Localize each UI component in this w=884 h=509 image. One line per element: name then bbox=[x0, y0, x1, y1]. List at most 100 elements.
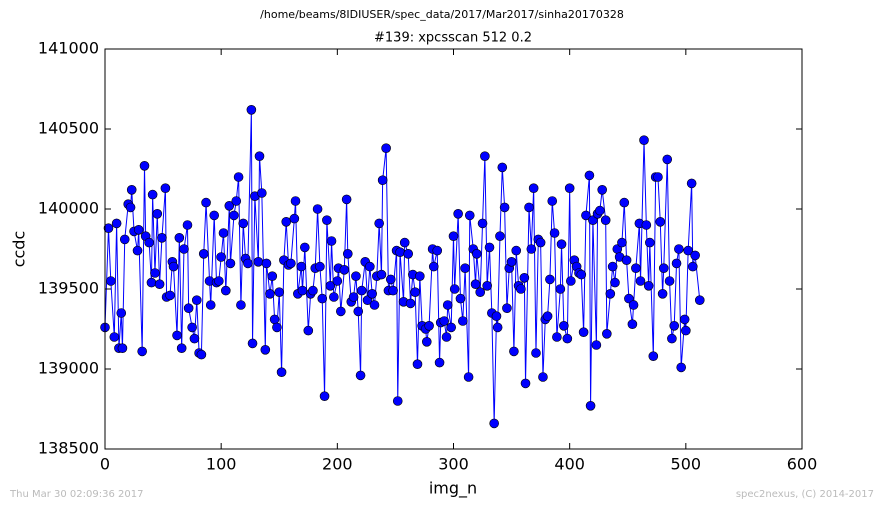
data-point bbox=[281, 217, 292, 227]
data-point bbox=[610, 277, 620, 288]
data-point bbox=[674, 244, 684, 254]
data-point bbox=[506, 256, 517, 267]
data-point bbox=[176, 343, 187, 354]
data-point bbox=[439, 316, 450, 326]
data-point bbox=[671, 258, 682, 269]
data-point bbox=[341, 194, 352, 205]
data-point bbox=[111, 218, 122, 229]
data-point bbox=[296, 261, 307, 272]
data-point bbox=[688, 261, 698, 272]
data-point bbox=[125, 202, 136, 213]
data-point bbox=[319, 391, 330, 402]
data-point bbox=[542, 311, 553, 322]
data-point bbox=[669, 320, 680, 331]
data-point bbox=[183, 303, 194, 314]
data-point bbox=[471, 249, 482, 259]
data-point bbox=[619, 197, 630, 208]
data-point bbox=[545, 274, 555, 285]
data-point bbox=[595, 205, 605, 216]
data-point bbox=[694, 295, 705, 306]
data-point bbox=[432, 245, 443, 256]
data-point bbox=[681, 325, 691, 336]
data-point bbox=[658, 263, 669, 274]
data-point bbox=[643, 280, 654, 291]
data-point bbox=[463, 372, 474, 382]
x-tick-label: 300 bbox=[438, 455, 469, 474]
data-point bbox=[332, 276, 343, 286]
data-point bbox=[511, 245, 522, 256]
data-point bbox=[236, 300, 246, 310]
x-tick-label: 200 bbox=[322, 455, 353, 474]
data-point bbox=[686, 178, 697, 189]
data-point bbox=[482, 280, 492, 291]
data-point bbox=[119, 234, 130, 245]
y-axis-label: ccdc bbox=[10, 231, 29, 268]
data-point bbox=[683, 245, 693, 256]
data-point bbox=[315, 261, 325, 272]
data-point bbox=[475, 287, 486, 298]
data-point bbox=[434, 357, 445, 368]
data-point bbox=[290, 196, 301, 206]
data-point bbox=[374, 218, 384, 229]
data-point bbox=[519, 272, 530, 283]
data-point bbox=[655, 217, 666, 227]
data-point bbox=[645, 237, 655, 248]
data-point bbox=[662, 154, 673, 165]
data-point bbox=[627, 319, 638, 330]
data-point bbox=[495, 231, 505, 241]
data-point bbox=[412, 359, 423, 370]
data-point bbox=[342, 249, 353, 259]
data-point bbox=[520, 378, 531, 389]
data-point bbox=[106, 276, 116, 286]
data-point bbox=[628, 300, 639, 310]
data-point bbox=[260, 344, 271, 355]
data-point bbox=[317, 293, 328, 304]
data-point bbox=[179, 244, 189, 254]
data-point bbox=[353, 306, 364, 317]
data-point bbox=[254, 151, 265, 161]
data-point bbox=[581, 210, 591, 221]
data-point bbox=[653, 172, 663, 182]
y-tick-label: 139500 bbox=[38, 279, 99, 298]
data-point bbox=[690, 250, 700, 261]
data-point bbox=[189, 333, 200, 344]
x-tick-label: 600 bbox=[787, 455, 818, 474]
data-point bbox=[221, 285, 231, 296]
data-point bbox=[187, 322, 197, 333]
data-point bbox=[392, 396, 403, 406]
y-tick-label: 141000 bbox=[38, 39, 99, 58]
data-point bbox=[214, 276, 224, 286]
footer-left: Thu Mar 30 02:09:36 2017 bbox=[9, 489, 143, 500]
data-point bbox=[238, 218, 249, 229]
data-point bbox=[556, 239, 567, 249]
data-point bbox=[631, 263, 641, 274]
data-point bbox=[395, 247, 405, 257]
data-point bbox=[385, 274, 396, 285]
data-point bbox=[470, 279, 481, 290]
data-point bbox=[225, 258, 236, 269]
data-point bbox=[297, 285, 308, 296]
y-tick-label: 140000 bbox=[38, 199, 99, 218]
data-point bbox=[421, 336, 432, 347]
data-point bbox=[566, 276, 576, 286]
data-point bbox=[441, 332, 452, 342]
data-point bbox=[139, 161, 150, 171]
data-point bbox=[174, 233, 185, 243]
data-point bbox=[160, 183, 171, 193]
data-point bbox=[325, 280, 336, 291]
data-point bbox=[253, 256, 264, 267]
data-point bbox=[224, 201, 235, 211]
data-point bbox=[585, 400, 596, 411]
data-point bbox=[403, 249, 413, 259]
data-point bbox=[182, 220, 193, 230]
data-point bbox=[497, 162, 508, 173]
data-point bbox=[480, 151, 490, 161]
data-point bbox=[233, 172, 244, 182]
data-point bbox=[308, 285, 318, 296]
data-point bbox=[564, 183, 575, 193]
data-point bbox=[460, 263, 470, 274]
data-point bbox=[489, 418, 499, 429]
data-point bbox=[243, 258, 253, 269]
